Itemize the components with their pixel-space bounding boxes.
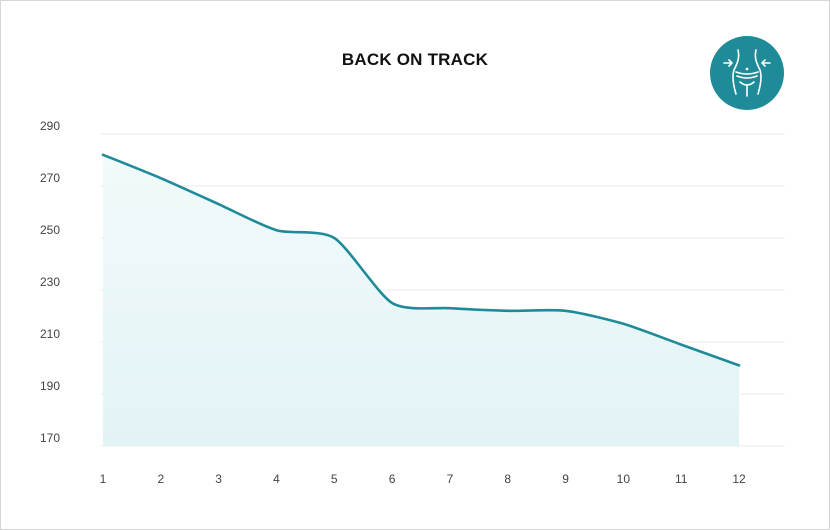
series-area [103, 154, 739, 447]
x-tick-label: 11 [675, 472, 688, 486]
x-tick-label: 6 [389, 472, 396, 486]
y-tick-label: 270 [40, 171, 60, 185]
x-tick-label: 5 [331, 472, 338, 486]
chart-title: BACK ON TRACK [341, 50, 489, 69]
x-tick-label: 3 [215, 472, 222, 486]
waist-measure-badge [710, 36, 784, 110]
x-tick-label: 7 [447, 472, 454, 486]
y-tick-label: 170 [40, 431, 60, 445]
y-tick-label: 210 [40, 327, 60, 341]
x-tick-label: 2 [157, 472, 164, 486]
series-line [101, 153, 741, 367]
waist-measure-icon [710, 36, 784, 110]
x-tick-label: 4 [273, 472, 280, 486]
y-tick-label: 190 [40, 379, 60, 393]
x-tick-label: 8 [504, 472, 511, 486]
x-tick-label: 9 [562, 472, 569, 486]
x-tick-label: 1 [100, 472, 107, 486]
y-tick-label: 230 [40, 275, 60, 289]
y-tick-label: 250 [40, 223, 60, 237]
x-tick-label: 10 [617, 472, 631, 486]
x-tick-label: 12 [732, 472, 746, 486]
y-tick-label: 290 [40, 119, 60, 133]
